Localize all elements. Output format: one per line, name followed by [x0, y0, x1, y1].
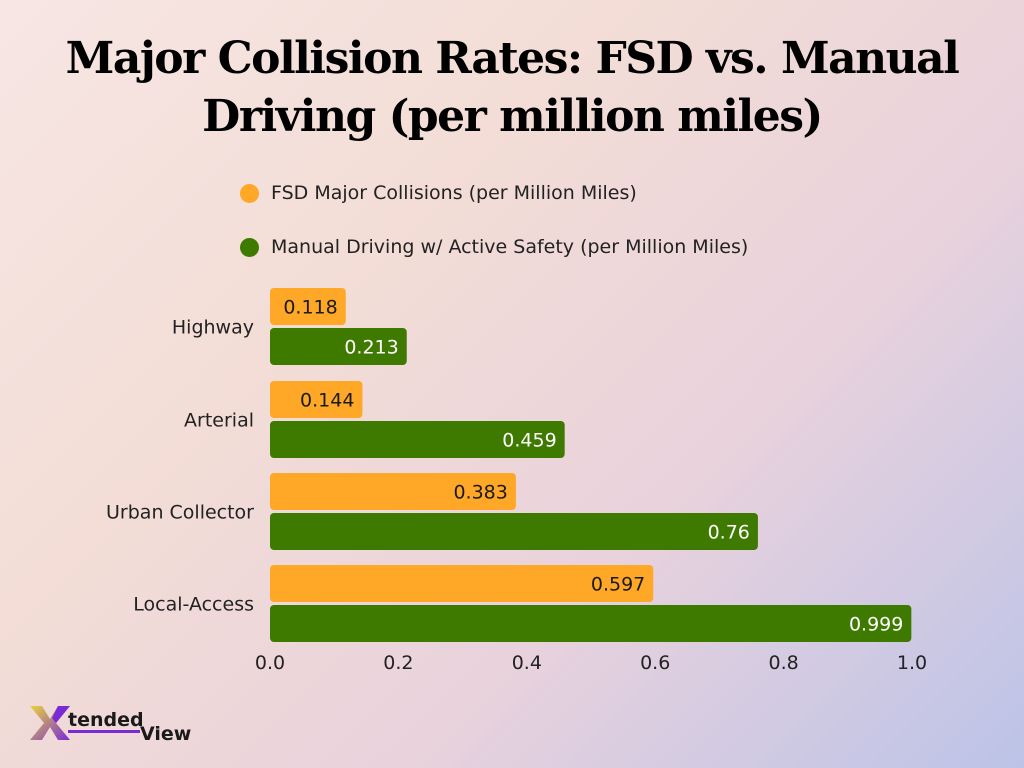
data-label-highway-manual: 0.213: [344, 337, 398, 359]
data-label-arterial-fsd: 0.144: [300, 390, 354, 412]
xtendedview-logo: tended View: [30, 706, 191, 745]
bar-arterial-fsd: [270, 381, 363, 418]
legend-item-fsd: FSD Major Collisions (per Million Miles): [240, 182, 637, 204]
legend-item-manual: Manual Driving w/ Active Safety (per Mil…: [240, 236, 748, 258]
bar-chart: Highway 0.118 0.213 Arterial 0.144 0.459 Urban…: [106, 288, 927, 674]
x-tick-label: 1.0: [897, 652, 927, 674]
data-label-urban-collector-manual: 0.76: [708, 522, 750, 544]
data-label-arterial-manual: 0.459: [502, 430, 556, 452]
x-tick-label: 0.2: [383, 652, 413, 674]
category-label-local-access: Local-Access: [133, 594, 254, 616]
data-label-local-access-fsd: 0.597: [591, 574, 645, 596]
category-label-arterial: Arterial: [184, 410, 254, 432]
bar-highway-manual: [270, 328, 407, 365]
bar-arterial-manual: [270, 421, 565, 458]
category-label-urban-collector: Urban Collector: [106, 502, 254, 524]
logo-word-tended: tended: [68, 709, 144, 731]
category-label-highway: Highway: [172, 317, 254, 339]
chart-title: Major Collision Rates: FSD vs. Manual Dr…: [65, 33, 960, 142]
legend-label-fsd: FSD Major Collisions (per Million Miles): [271, 182, 637, 204]
bar-urban-collector-fsd: [270, 473, 516, 510]
bar-urban-collector-manual: [270, 513, 758, 550]
x-tick-label: 0.0: [255, 652, 285, 674]
bar-local-access-fsd: [270, 565, 654, 602]
data-label-local-access-manual: 0.999: [849, 614, 903, 636]
x-tick-label: 0.4: [512, 652, 542, 674]
data-label-urban-collector-fsd: 0.383: [453, 482, 507, 504]
bar-local-access-manual: [270, 605, 912, 642]
legend-swatch-manual: [240, 237, 259, 257]
x-tick-label: 0.6: [640, 652, 670, 674]
x-tick-label: 0.8: [768, 652, 798, 674]
legend-label-manual: Manual Driving w/ Active Safety (per Mil…: [271, 236, 749, 258]
bar-highway-fsd: [270, 288, 346, 325]
data-label-highway-fsd: 0.118: [283, 297, 337, 319]
legend-swatch-fsd: [240, 183, 259, 203]
logo-word-view: View: [140, 723, 191, 745]
